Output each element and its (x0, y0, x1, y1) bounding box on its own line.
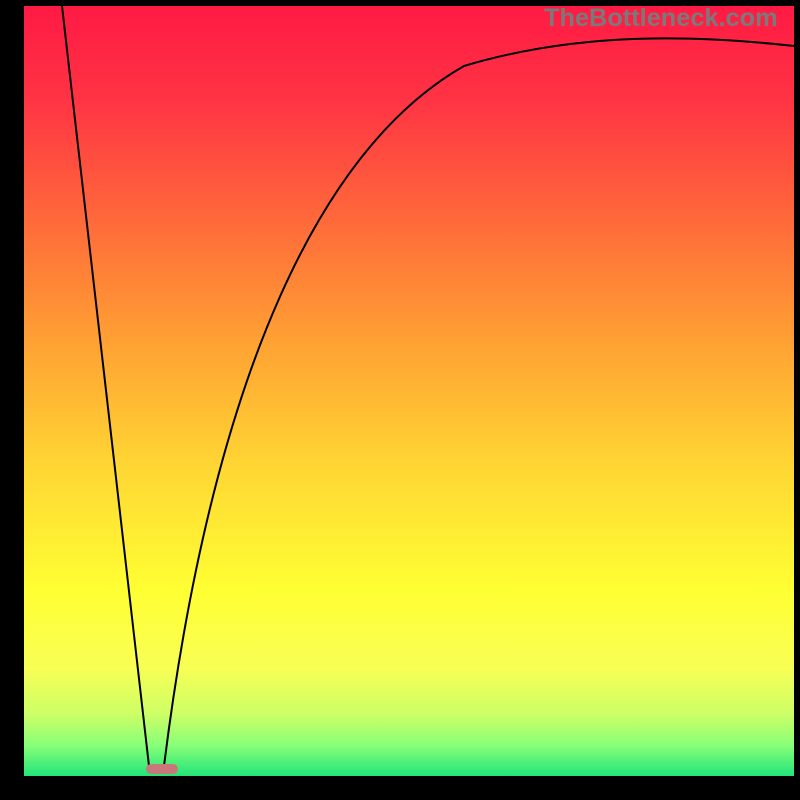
chart-frame-bottom (0, 776, 800, 800)
bottleneck-chart (24, 6, 794, 776)
chart-frame-left (0, 0, 24, 800)
optimal-point-marker (146, 764, 178, 774)
watermark-text: TheBottleneck.com (544, 4, 778, 33)
chart-frame-right (794, 0, 800, 800)
bottleneck-curve (24, 6, 794, 776)
